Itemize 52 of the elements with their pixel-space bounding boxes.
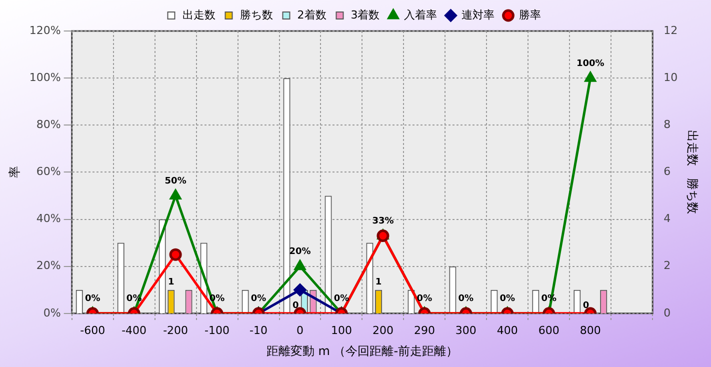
x-tick-label: -400 [122,324,147,337]
data-label: 0% [458,294,474,304]
y2-tick-label: 2 [664,259,671,272]
legend-label: 入着率 [404,8,438,22]
point [294,260,306,270]
x-axis-title: 距離変動 m （今回距離-前走距離） [266,344,458,358]
data-label: 1 [375,278,382,288]
data-label: 33% [372,216,394,227]
x-tick-label: 600 [538,324,560,337]
x-tick-label: 200 [372,324,394,337]
y-tick-label: 40% [36,212,61,226]
legend-label: 2着数 [297,8,326,22]
y2-tick-label: 4 [664,212,671,226]
data-label: 100% [576,58,604,69]
x-tick-label: 800 [580,324,601,337]
x-tick-label: -200 [163,324,188,337]
x-tick-label: 300 [455,324,476,337]
x-tick-label: 100 [330,324,352,337]
point [584,72,596,82]
y-tick-label: 20% [36,259,61,272]
y2-tick-label: 8 [664,118,671,131]
x-tick-label: -600 [80,324,106,337]
y2-tick-label: 10 [664,70,678,84]
y2-tick-label: 12 [664,24,678,37]
data-label: 1 [168,278,174,288]
y2-tick-label: 0 [664,306,671,320]
data-label: 50% [164,176,186,187]
data-label: 0% [250,294,266,304]
data-label: 0% [84,294,100,304]
x-tick-label: -100 [204,324,230,337]
y-tick-label: 0% [43,306,61,320]
y-tick-label: 100% [29,70,61,84]
data-label: 0% [500,294,516,304]
y-axis-title: 率 [7,166,22,178]
legend-label: 連対率 [462,8,495,22]
y2-tick-label: 6 [664,165,671,178]
legend-label: 3着数 [350,8,380,22]
legend-label: 出走数 [182,8,216,22]
y2-axis-title: 出走数 勝ち数 [686,130,700,214]
data-label: 0 [292,301,299,312]
data-label: 20% [289,247,311,258]
y-tick-label: 80% [36,118,61,131]
x-tick-label: -10 [250,324,268,337]
legend-label: 勝ち数 [240,8,273,22]
point [170,189,182,200]
y-tick-label: 60% [36,165,61,178]
x-tick-label: 0 [296,324,304,337]
legend-label: 勝率 [519,8,542,22]
x-tick-label: 290 [414,324,435,337]
x-tick-label: 400 [496,324,518,337]
y-tick-label: 120% [29,24,61,37]
data-label: 0 [582,301,590,312]
